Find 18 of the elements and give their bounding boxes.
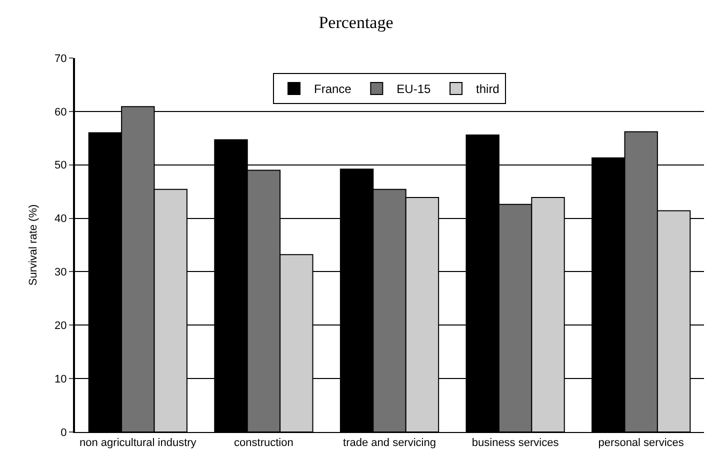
y-tick-label: 0 [60, 426, 67, 439]
chart-title: Percentage [318, 13, 394, 32]
y-tick-label: 70 [54, 52, 67, 65]
x-tick-label: trade and servicing [343, 437, 436, 450]
legend-label: France [314, 82, 352, 96]
y-tick-label: 50 [54, 160, 67, 172]
y-tick-label: 40 [54, 213, 67, 226]
y-tick-label: 20 [54, 320, 67, 332]
legend-label: EU-15 [396, 82, 432, 96]
legend-label: third [476, 82, 500, 96]
y-axis-title: Survival rate (%) [28, 204, 40, 286]
x-tick-label: personal services [598, 437, 684, 450]
y-tick-label: 10 [54, 373, 67, 386]
x-tick-label: construction [234, 437, 294, 450]
y-tick-label: 30 [54, 266, 67, 279]
x-tick-label: non agricultural industry [80, 437, 197, 450]
y-tick-label: 60 [54, 106, 67, 118]
x-tick-label: business services [472, 437, 560, 450]
